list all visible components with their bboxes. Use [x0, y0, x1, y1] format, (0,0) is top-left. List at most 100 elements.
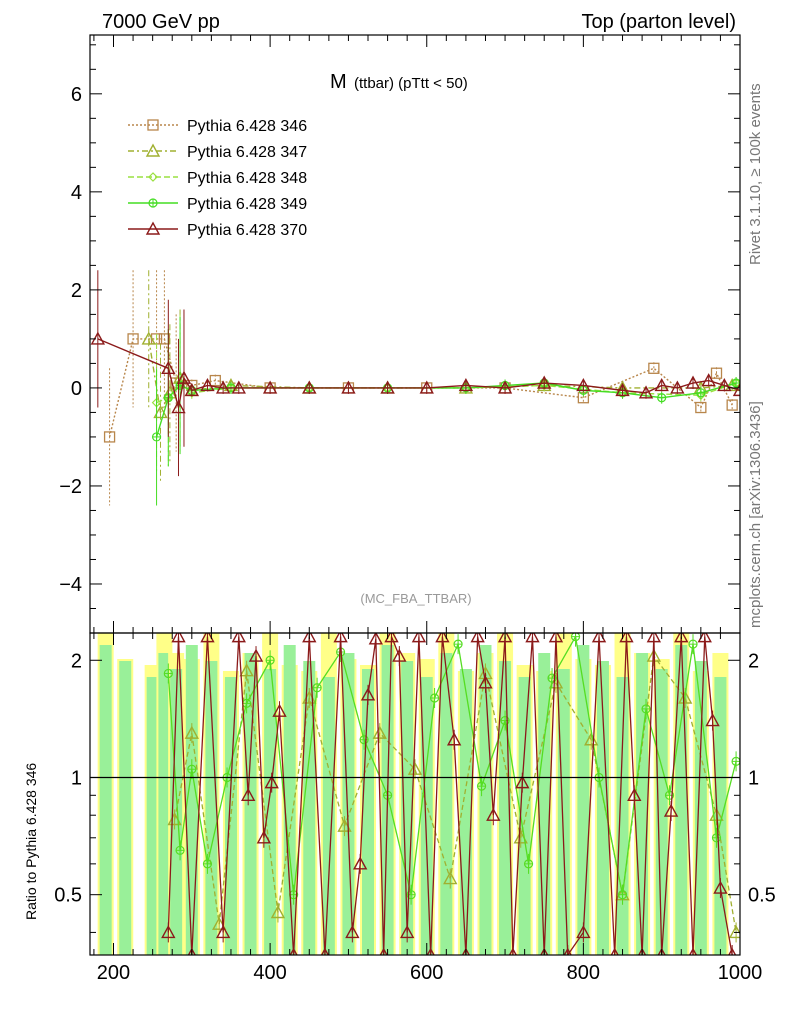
legend-label: Pythia 6.428 347	[187, 144, 307, 161]
ratio-band-green	[342, 653, 355, 955]
series-point	[184, 382, 199, 397]
ratio-band-green	[518, 677, 531, 955]
ratio-band-green	[655, 669, 668, 955]
ratio-band-green	[479, 645, 492, 955]
series-point	[701, 373, 716, 387]
series-point	[670, 380, 685, 394]
series-point	[726, 399, 738, 411]
ratio-band-green	[538, 653, 551, 955]
legend-marker	[145, 221, 161, 235]
ratio-point	[705, 713, 720, 727]
series-point	[215, 380, 231, 394]
legend-label: Pythia 6.428 346	[187, 118, 307, 135]
series-point	[161, 360, 176, 375]
ratio-y-tick-label: 2	[71, 650, 82, 672]
ratio-band-green	[224, 677, 237, 955]
series-point	[654, 378, 669, 392]
series-point	[615, 382, 630, 397]
ratio-band-green	[322, 677, 335, 955]
ratio-band-green	[283, 645, 296, 955]
ratio-y-tick-label-right: 1	[748, 767, 759, 789]
main-series	[90, 270, 740, 506]
header-left: 7000 GeV pp	[102, 11, 220, 33]
ratio-point	[446, 732, 462, 746]
ratio-point	[239, 663, 254, 677]
ratio-point	[674, 633, 689, 643]
ratio-axes: 200 400 600 800 1000 0.5 0.5 1 1 2 2	[54, 633, 776, 984]
ratio-point	[372, 725, 387, 739]
ratio-band-green	[420, 677, 433, 955]
legend-marker	[148, 172, 158, 182]
series-point	[200, 378, 215, 392]
legend-marker	[145, 143, 161, 157]
legend-label: Pythia 6.428 348	[187, 170, 307, 187]
ratio-uncertainty-bands	[97, 633, 729, 955]
ratio-plot-frame	[89, 632, 741, 956]
ratio-point	[525, 633, 540, 643]
ratio-point	[353, 856, 368, 870]
ratio-point	[576, 924, 591, 939]
ratio-point	[713, 880, 728, 894]
ratio-point	[399, 924, 415, 939]
ratio-point	[443, 871, 458, 885]
ratio-band-green	[205, 661, 218, 955]
ratio-point	[384, 633, 399, 643]
ratio-point	[619, 633, 634, 643]
x-tick-label: 600	[410, 962, 443, 984]
ratio-point	[270, 905, 286, 919]
series-point	[648, 362, 660, 374]
ratio-point	[478, 675, 493, 689]
ratio-y-tick-label: 1	[71, 767, 82, 789]
ratio-band-green	[577, 645, 590, 955]
ratio-band-green	[557, 669, 570, 955]
ratio-point	[200, 633, 215, 643]
ratio-point	[272, 703, 287, 717]
ratio-point	[333, 633, 348, 643]
ratio-point	[256, 830, 272, 844]
ratio-point	[360, 687, 376, 701]
main-y-tick-label: 2	[71, 280, 82, 302]
main-y-tick-label: −2	[59, 476, 82, 498]
series-point	[209, 374, 221, 387]
series-point	[458, 378, 474, 392]
ratio-point	[486, 807, 501, 821]
series-point	[695, 401, 707, 414]
series-point	[380, 380, 395, 394]
ratio-point	[591, 633, 607, 643]
ratio-point	[470, 633, 485, 643]
ratio-y-tick-label: 0.5	[54, 885, 82, 907]
ratio-band-green	[158, 653, 171, 955]
ratio-point	[184, 725, 199, 739]
ratio-point	[368, 633, 384, 645]
legend: Pythia 6.428 346 Pythia 6.428 347 Pythia 6…	[128, 118, 307, 239]
series-point	[695, 390, 706, 401]
ratio-point	[264, 775, 279, 789]
ratio-band-green	[119, 661, 132, 955]
header-right: Top (parton level)	[581, 11, 736, 33]
analysis-label: (MC_FBA_TTBAR)	[360, 591, 471, 606]
ratio-point	[215, 924, 231, 939]
series-point	[685, 375, 701, 389]
ratio-point	[663, 803, 679, 817]
series-point	[231, 380, 246, 394]
series-point	[171, 400, 186, 414]
ratio-band-green	[146, 677, 159, 955]
ratio-band-green	[401, 661, 414, 955]
ratio-point	[515, 775, 530, 789]
main-y-tick-label: 0	[71, 378, 82, 400]
x-tick-label: 800	[567, 962, 600, 984]
ratio-point	[345, 924, 360, 939]
ratio-point	[241, 787, 256, 801]
series-point	[638, 385, 654, 399]
series-point	[710, 367, 723, 379]
ratio-band-green	[596, 661, 609, 955]
series-point	[537, 375, 552, 389]
series-point	[717, 378, 732, 392]
ratio-band-green	[362, 669, 375, 955]
ratio-band-green	[459, 669, 472, 955]
ratio-point	[302, 633, 317, 643]
series-point	[419, 380, 434, 394]
ratio-point	[497, 633, 513, 643]
ratio-point	[435, 633, 450, 643]
